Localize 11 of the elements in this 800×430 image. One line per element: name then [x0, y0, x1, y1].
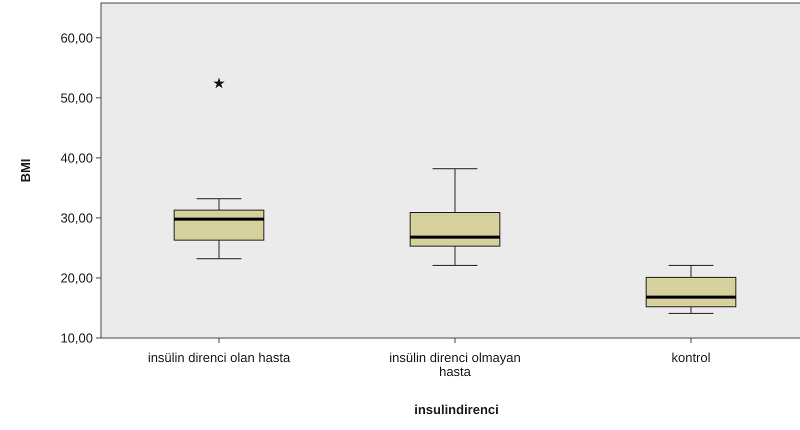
x-tick-label: kontrol	[671, 350, 711, 365]
y-tick-label: 60,00	[60, 30, 93, 46]
y-tick-label: 40,00	[60, 150, 93, 166]
y-tick-label: 30,00	[60, 210, 93, 226]
x-tick-label: insülin direnci olmayan hasta	[389, 350, 521, 379]
x-axis-title: insulindirenci	[414, 402, 499, 417]
y-axis-title: BMI	[18, 158, 33, 182]
x-tick-label: insülin direnci olan hasta	[148, 350, 291, 365]
y-tick-label: 20,00	[60, 270, 93, 286]
y-tick-label: 10,00	[60, 330, 93, 346]
y-tick-label: 50,00	[60, 90, 93, 106]
